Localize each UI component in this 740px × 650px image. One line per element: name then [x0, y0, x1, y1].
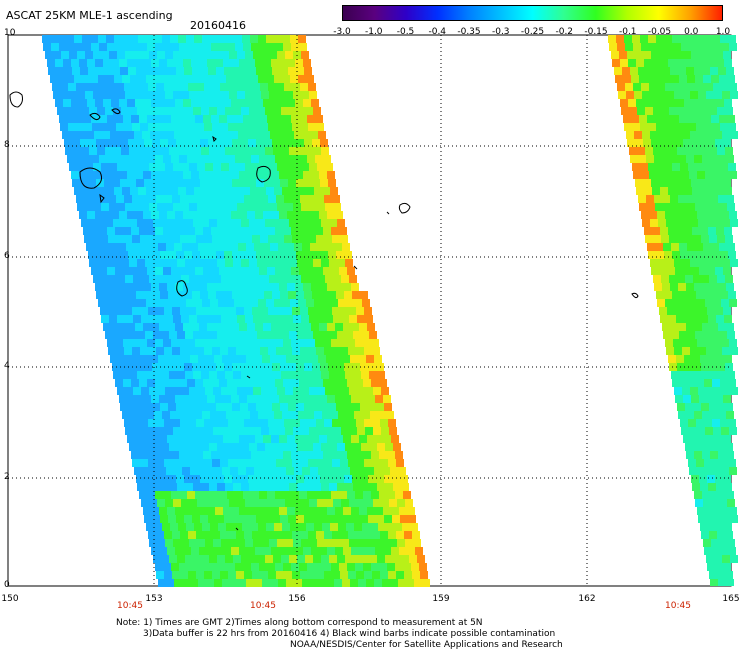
colorbar-tick-label: 0.0 [684, 27, 699, 37]
lon-label: 153 [145, 594, 163, 604]
pass-time-label: 10:45 [250, 601, 276, 611]
colorbar [342, 5, 723, 21]
lat-label: 4 [4, 361, 10, 371]
colorbar-tick-label: -0.15 [584, 27, 608, 37]
lon-label: 159 [432, 594, 450, 604]
footer-note-1: Note: 1) Times are GMT 2)Times along bot… [116, 618, 483, 628]
grid-lines [8, 35, 731, 586]
colorbar-tick-label: -0.4 [428, 27, 447, 37]
colorbar-tick-label: -3.0 [333, 27, 351, 37]
lon-label: 162 [578, 594, 596, 604]
pass-time-label: 10:45 [117, 601, 143, 611]
footer-credit: NOAA/NESDIS/Center for Satellite Applica… [290, 640, 563, 650]
colorbar-tick-label: -0.35 [457, 27, 481, 37]
colorbar-labels: -3.0 -1.0 -0.5 -0.4 -0.35 -0.3 -0.25 -0.2 -0.15-… [0, 27, 740, 39]
colorbar-tick-label: -0.05 [647, 27, 672, 37]
lat-label: 0 [4, 580, 10, 590]
colorbar-tick-label: -0.3 [491, 27, 510, 37]
pass-time-label: 10:45 [665, 601, 691, 611]
lon-label: 165 [722, 594, 740, 604]
lon-label: 156 [288, 594, 306, 604]
colorbar-tick-label: -0.5 [396, 27, 415, 37]
lon-label: 150 [1, 594, 19, 604]
colorbar-tick-label: -0.2 [555, 27, 574, 37]
lat-label: 8 [4, 140, 10, 150]
map-title: ASCAT 25KM MLE-1 ascending [6, 9, 173, 22]
lat-label: 6 [4, 251, 10, 261]
footer-note-2: 3)Data buffer is 22 hrs from 20160416 4)… [143, 629, 556, 639]
lat-label: 2 [4, 472, 10, 482]
colorbar-tick-label: -1.0 [364, 27, 383, 37]
colorbar-tick-label: -0.25 [520, 27, 545, 37]
lat-label: 10 [4, 28, 16, 38]
colorbar-tick-label: -0.1 [618, 27, 637, 37]
map-date: 20160416 [190, 19, 246, 32]
island-outlines [9, 91, 639, 531]
colorbar-tick-label: 1.0 [715, 27, 731, 37]
swath-cells [42, 35, 738, 587]
